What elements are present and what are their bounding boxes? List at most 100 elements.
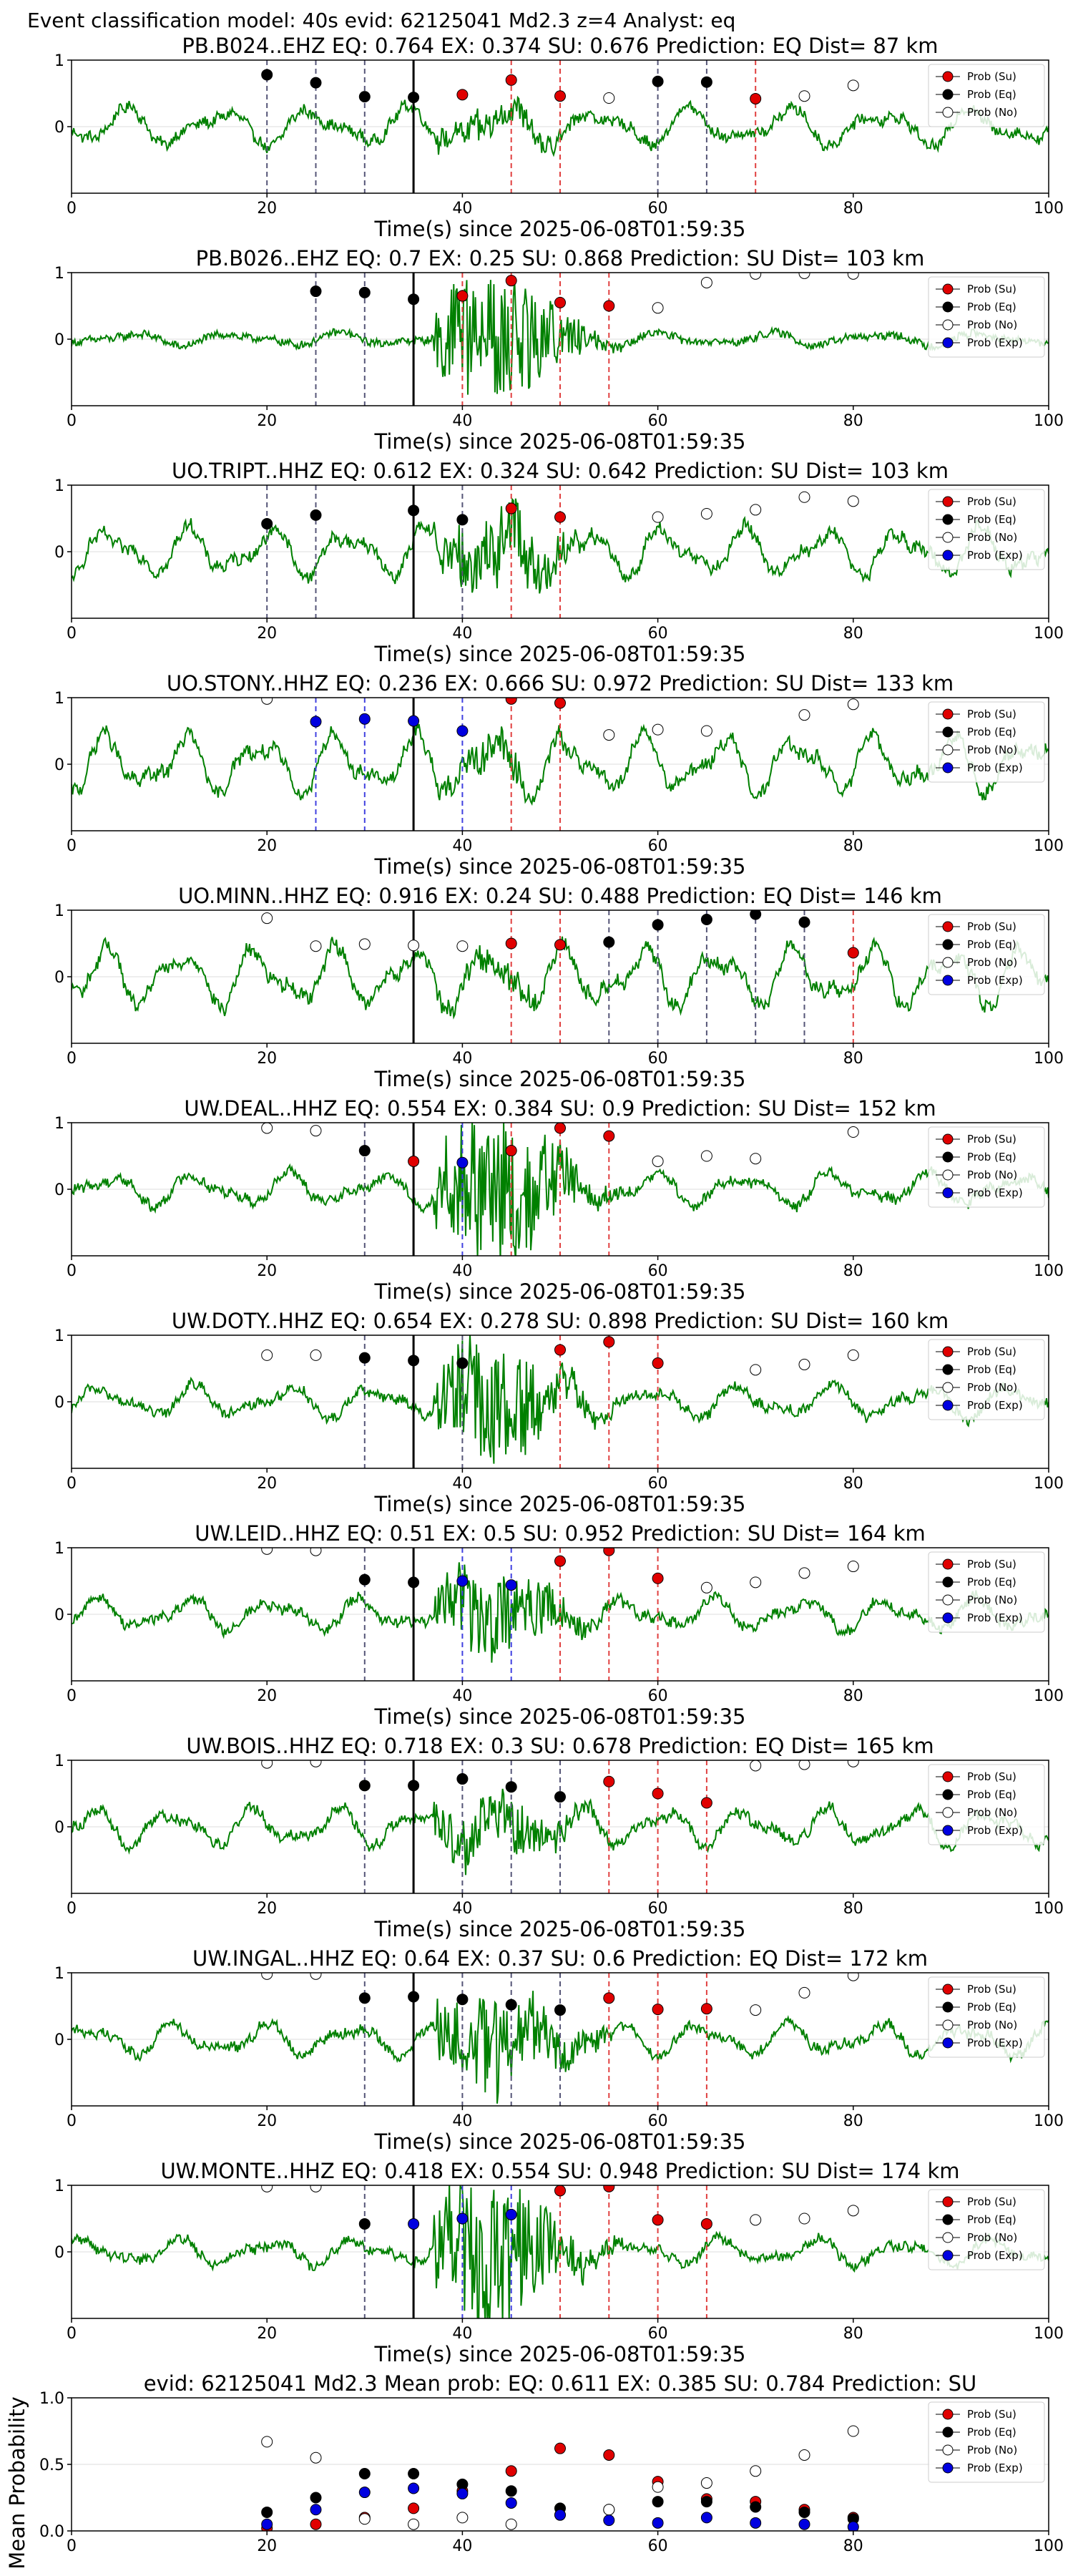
prob-point-no bbox=[261, 1123, 273, 1134]
waveform-trace bbox=[72, 723, 1049, 806]
legend-box bbox=[928, 1551, 1045, 1633]
legend-marker-eq bbox=[942, 1576, 954, 1588]
legend-label-exp: Prob (Exp) bbox=[967, 1399, 1023, 1412]
x-tick-label: 40 bbox=[452, 625, 472, 643]
x-axis-label: Time(s) since 2025-06-08T01:59:35 bbox=[374, 1067, 746, 1091]
y-tick-label: 1 bbox=[54, 1540, 64, 1558]
mean-prob-point-eq bbox=[358, 2468, 371, 2480]
mean-prob-point-exp bbox=[700, 2512, 712, 2524]
prob-point-eq bbox=[798, 916, 810, 928]
y-tick-label: 1.0 bbox=[39, 2390, 64, 2408]
prob-point-eq bbox=[408, 504, 420, 517]
x-tick-label: 0 bbox=[67, 412, 77, 430]
legend-box bbox=[928, 701, 1045, 783]
prob-point-eq bbox=[261, 517, 273, 530]
prob-point-eq bbox=[603, 936, 615, 948]
legend-marker-no bbox=[942, 2444, 954, 2456]
mean-prob-point-no bbox=[652, 2481, 664, 2493]
x-tick-label: 60 bbox=[648, 2325, 668, 2343]
prob-point-su bbox=[603, 1336, 615, 1348]
prob-point-no bbox=[847, 698, 859, 711]
x-axis-label: Time(s) since 2025-06-08T01:59:35 bbox=[374, 1917, 746, 1941]
x-tick-label: 60 bbox=[648, 2112, 668, 2130]
x-tick-label: 100 bbox=[1034, 625, 1064, 643]
prob-point-su bbox=[700, 2218, 712, 2230]
prob-point-eq bbox=[505, 1781, 517, 1793]
prob-point-eq bbox=[358, 1574, 371, 1586]
prob-point-no bbox=[652, 302, 664, 314]
prob-point-no bbox=[798, 1567, 810, 1579]
subplot-4: UO.STONY..HHZ EQ: 0.236 EX: 0.666 SU: 0.… bbox=[54, 671, 1064, 879]
x-tick-label: 40 bbox=[452, 1475, 472, 1493]
x-tick-label: 60 bbox=[648, 1475, 668, 1493]
legend-label-exp: Prob (Exp) bbox=[967, 2249, 1023, 2262]
x-tick-label: 100 bbox=[1034, 2112, 1064, 2130]
prob-point-eq bbox=[652, 919, 664, 931]
subplot-title: UO.STONY..HHZ EQ: 0.236 EX: 0.666 SU: 0.… bbox=[167, 671, 954, 696]
x-tick-label: 20 bbox=[257, 837, 277, 855]
subplot-1: PB.B024..EHZ EQ: 0.764 EX: 0.374 SU: 0.6… bbox=[54, 34, 1064, 241]
prob-point-eq bbox=[750, 910, 762, 920]
x-tick-label: 20 bbox=[257, 1900, 277, 1918]
x-axis-label: Time(s) since 2025-06-08T01:59:35 bbox=[374, 642, 746, 666]
subplot-3: UO.TRIPT..HHZ EQ: 0.612 EX: 0.324 SU: 0.… bbox=[54, 459, 1064, 666]
prob-point-no bbox=[798, 90, 810, 102]
prob-point-no bbox=[310, 1349, 322, 1361]
x-axis-label: Time(s) since 2025-06-08T01:59:35 bbox=[374, 2342, 746, 2366]
legend-marker-exp bbox=[942, 2037, 954, 2049]
subplot-12: evid: 62125041 Md2.3 Mean prob: EQ: 0.61… bbox=[39, 2371, 1064, 2555]
legend-marker-su bbox=[942, 1133, 954, 1145]
x-tick-label: 20 bbox=[257, 412, 277, 430]
subplot-11: UW.MONTE..HHZ EQ: 0.418 EX: 0.554 SU: 0.… bbox=[54, 2159, 1064, 2366]
legend-marker-no bbox=[942, 1169, 954, 1181]
x-tick-label: 60 bbox=[648, 200, 668, 218]
mean-prob-point-eq bbox=[750, 2501, 762, 2513]
prob-point-exp bbox=[358, 713, 371, 725]
mean-prob-point-no bbox=[310, 2451, 322, 2464]
prob-point-eq bbox=[505, 1999, 517, 2011]
prob-point-su bbox=[554, 939, 566, 951]
prob-point-eq bbox=[456, 514, 469, 526]
legend: Prob (Su) Prob (Eq) Prob (No) Prob (Exp) bbox=[928, 914, 1045, 995]
y-tick-label: 1 bbox=[54, 902, 64, 920]
x-tick-label: 40 bbox=[452, 412, 472, 430]
legend: Prob (Su) Prob (Eq) Prob (No) Prob (Exp) bbox=[928, 1551, 1045, 1633]
legend: Prob (Su) Prob (Eq) Prob (No) Prob (Exp) bbox=[928, 2189, 1045, 2270]
y-tick-label: 0 bbox=[54, 1819, 64, 1837]
prob-point-no bbox=[603, 729, 615, 741]
legend-marker-no bbox=[942, 1807, 954, 1818]
x-tick-label: 80 bbox=[843, 1475, 863, 1493]
x-tick-label: 60 bbox=[648, 1050, 668, 1068]
y-tick-label: 1 bbox=[54, 1752, 64, 1770]
prob-point-no bbox=[847, 1349, 859, 1361]
x-tick-label: 20 bbox=[257, 1262, 277, 1280]
mean-prob-point-exp bbox=[554, 2509, 566, 2521]
subplot-title: UW.BOIS..HHZ EQ: 0.718 EX: 0.3 SU: 0.678… bbox=[186, 1734, 934, 1758]
prob-point-exp bbox=[408, 2218, 420, 2230]
legend-label-exp: Prob (Exp) bbox=[967, 549, 1023, 562]
legend-box bbox=[928, 914, 1045, 995]
prob-point-su bbox=[456, 290, 469, 302]
legend-label-su: Prob (Su) bbox=[967, 1983, 1016, 1996]
plot-area bbox=[72, 1973, 1049, 2106]
legend-label-exp: Prob (Exp) bbox=[967, 2036, 1023, 2049]
prob-point-eq bbox=[358, 1780, 371, 1792]
prob-point-su bbox=[554, 2185, 566, 2197]
legend: Prob (Su) Prob (Eq) Prob (No) bbox=[928, 64, 1045, 127]
legend-marker-su bbox=[942, 921, 954, 932]
x-tick-label: 20 bbox=[257, 200, 277, 218]
legend-marker-no bbox=[942, 2019, 954, 2031]
prob-point-no bbox=[847, 79, 859, 92]
y-tick-label: 0 bbox=[54, 544, 64, 562]
prob-point-no bbox=[310, 940, 322, 952]
prob-point-no bbox=[798, 1760, 810, 1770]
x-tick-label: 0 bbox=[67, 2112, 77, 2130]
legend: Prob (Su) Prob (Eq) Prob (No) Prob (Exp) bbox=[928, 1976, 1045, 2058]
prob-point-su bbox=[652, 2004, 664, 2016]
x-tick-label: 80 bbox=[843, 2537, 863, 2555]
prob-point-no bbox=[652, 511, 664, 523]
legend-label-no: Prob (No) bbox=[967, 1594, 1017, 1606]
prob-point-su bbox=[554, 296, 566, 308]
x-axis-label: Time(s) since 2025-06-08T01:59:35 bbox=[374, 429, 746, 454]
legend-label-su: Prob (Su) bbox=[967, 495, 1016, 508]
